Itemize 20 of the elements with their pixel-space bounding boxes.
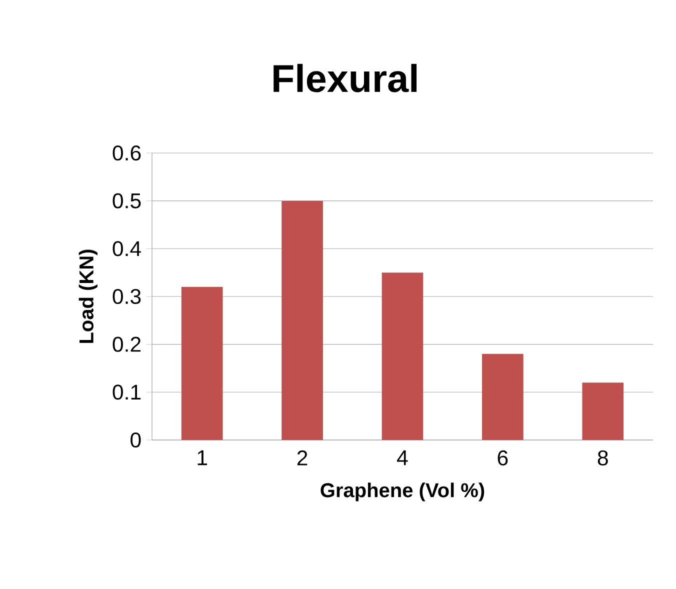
chart-title: Flexural	[274, 64, 417, 92]
x-tick-label: 4	[397, 450, 408, 466]
bar	[382, 272, 424, 440]
y-tick-label: 0.6	[112, 145, 141, 161]
y-axis-title: Load (KN)	[78, 250, 98, 343]
x-tick-label: 8	[598, 450, 608, 466]
y-tick-label: 0.5	[112, 193, 141, 208]
y-tick-label: 0.1	[112, 384, 141, 400]
x-tick-label: 1	[198, 450, 207, 466]
bar	[582, 382, 624, 440]
bar	[282, 200, 323, 440]
y-tick-label: 0	[130, 432, 141, 448]
y-tick-label: 0.3	[112, 288, 141, 304]
x-tick-label: 6	[498, 450, 508, 466]
y-tick-label: 0.2	[112, 336, 141, 352]
bar	[181, 286, 223, 440]
x-tick-label: 2	[297, 450, 308, 466]
y-tick-label: 0.4	[112, 241, 141, 256]
bar	[482, 354, 524, 440]
x-axis-title: Graphene (Vol %)	[320, 482, 484, 502]
